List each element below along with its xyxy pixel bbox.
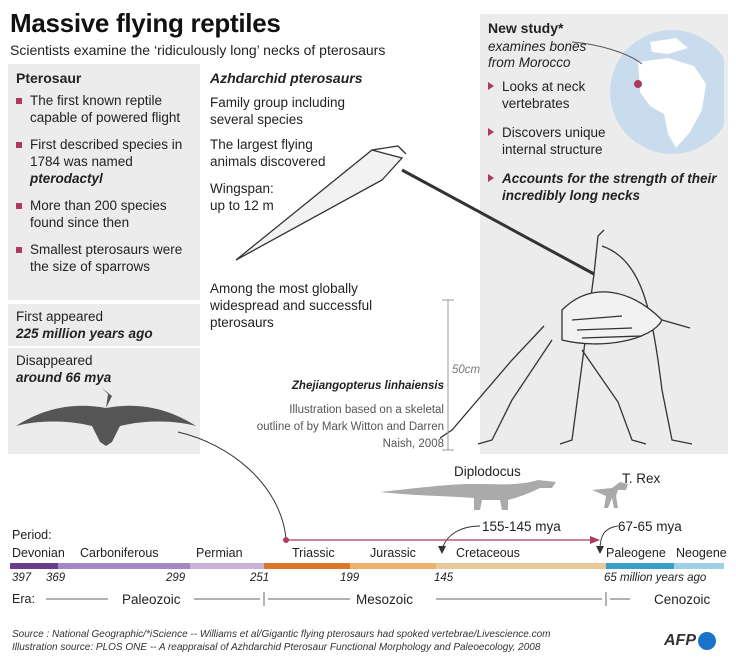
period-cretaceous: Cretaceous (456, 546, 520, 560)
study-point: Accounts for the strength of their incre… (486, 170, 722, 204)
illustration-credit: Illustration based on a skeletal outline… (256, 404, 444, 450)
scale-bar-label: 50cm (452, 364, 481, 376)
globe-pointer (571, 41, 643, 65)
afp-logo: AFP (664, 632, 716, 650)
azhdarchid-p2: The largest flying animals discovered (210, 137, 326, 169)
period-label: Period: (12, 528, 52, 542)
first-appeared-label: First appeared (16, 309, 104, 324)
azhdarchid-p4: Among the most globally widespread and s… (210, 281, 373, 330)
new-study-heading: New study* (488, 20, 564, 36)
trex-pointer (596, 525, 619, 554)
era-paleozoic: Paleozoic (122, 592, 181, 607)
bar-carboniferous (58, 563, 190, 569)
fact-item: Smallest pterosaurs were the size of spa… (14, 241, 198, 275)
tick-251: 251 (250, 572, 270, 584)
period-permian: Permian (196, 546, 243, 560)
bar-devonian (10, 563, 58, 569)
species-name: Zhejiangopterus linhaiensis (291, 380, 444, 392)
source-line-2: Illustration source: PLOS ONE -- A reapp… (12, 642, 541, 653)
period-devonian: Devonian (12, 546, 65, 560)
period-neogene: Neogene (676, 546, 727, 560)
diplodocus-label: Diplodocus (454, 464, 521, 479)
bar-paleogene (606, 563, 674, 569)
diplodocus-pointer (438, 525, 481, 554)
tick-369: 369 (46, 572, 66, 584)
azhdarchid-skeleton (235, 145, 693, 451)
tick-199: 199 (340, 572, 360, 584)
era-label: Era: (12, 592, 35, 606)
source-line-1: Source : National Geographic/*iScience -… (12, 629, 551, 640)
fact-item: First described species in 1784 was name… (14, 136, 198, 187)
bar-triassic (264, 563, 350, 569)
page-subtitle: Scientists examine the ‘ridiculously lon… (10, 42, 386, 58)
pterosaur-range-arrow (177, 431, 600, 544)
bar-neogene (674, 563, 724, 569)
period-triassic: Triassic (292, 546, 335, 560)
azhdarchid-p1: Family group including several species (210, 95, 346, 127)
tick-397: 397 (12, 572, 32, 584)
first-appeared-value: 225 million years ago (16, 326, 153, 341)
period-carboniferous: Carboniferous (80, 546, 159, 560)
azhdarchid-heading: Azhdarchid pterosaurs (210, 70, 363, 86)
trex-silhouette (592, 482, 628, 508)
fact-item: The first known reptile capable of power… (14, 92, 198, 126)
diplodocus-range: 155-145 mya (482, 519, 561, 534)
diplodocus-silhouette (380, 480, 556, 510)
tick-145: 145 (434, 572, 454, 584)
page-title: Massive flying reptiles (10, 8, 281, 38)
afp-logo-dot (698, 632, 716, 650)
study-point: Discovers unique internal structure (486, 124, 626, 158)
azhdarchid-p3a: Wingspan: (210, 181, 274, 196)
new-study-sub2: from Morocco (488, 55, 571, 70)
new-study-sub1: examines bones (488, 39, 587, 54)
pterosaur-fact-list: The first known reptile capable of power… (14, 92, 198, 285)
trex-range: 67-65 mya (618, 519, 682, 534)
tick-299: 299 (166, 572, 186, 584)
trex-label: T. Rex (622, 471, 661, 486)
pterosaur-heading: Pterosaur (16, 70, 82, 86)
morocco-marker (634, 80, 642, 88)
tick-65: 65 million years ago (604, 572, 707, 584)
bar-permian (190, 563, 264, 569)
first-appeared-panel (8, 304, 200, 346)
study-points: Looks at neck vertebrates Discovers uniq… (486, 78, 717, 216)
disappeared-label: Disappeared (16, 353, 93, 368)
era-mesozoic: Mesozoic (356, 592, 414, 607)
pterosaur-silhouette (16, 388, 196, 446)
fact-item: More than 200 species found since then (14, 197, 198, 231)
pterosaur-facts-panel (8, 64, 200, 300)
era-lines (46, 592, 630, 606)
azhdarchid-p3b: up to 12 m (210, 198, 274, 213)
bar-jurassic (350, 563, 436, 569)
period-jurassic: Jurassic (370, 546, 416, 560)
period-paleogene: Paleogene (606, 546, 666, 560)
bar-cretaceous (436, 563, 606, 569)
study-point: Looks at neck vertebrates (486, 78, 626, 112)
disappeared-value: around 66 mya (16, 370, 112, 385)
era-cenozoic: Cenozoic (654, 592, 711, 607)
